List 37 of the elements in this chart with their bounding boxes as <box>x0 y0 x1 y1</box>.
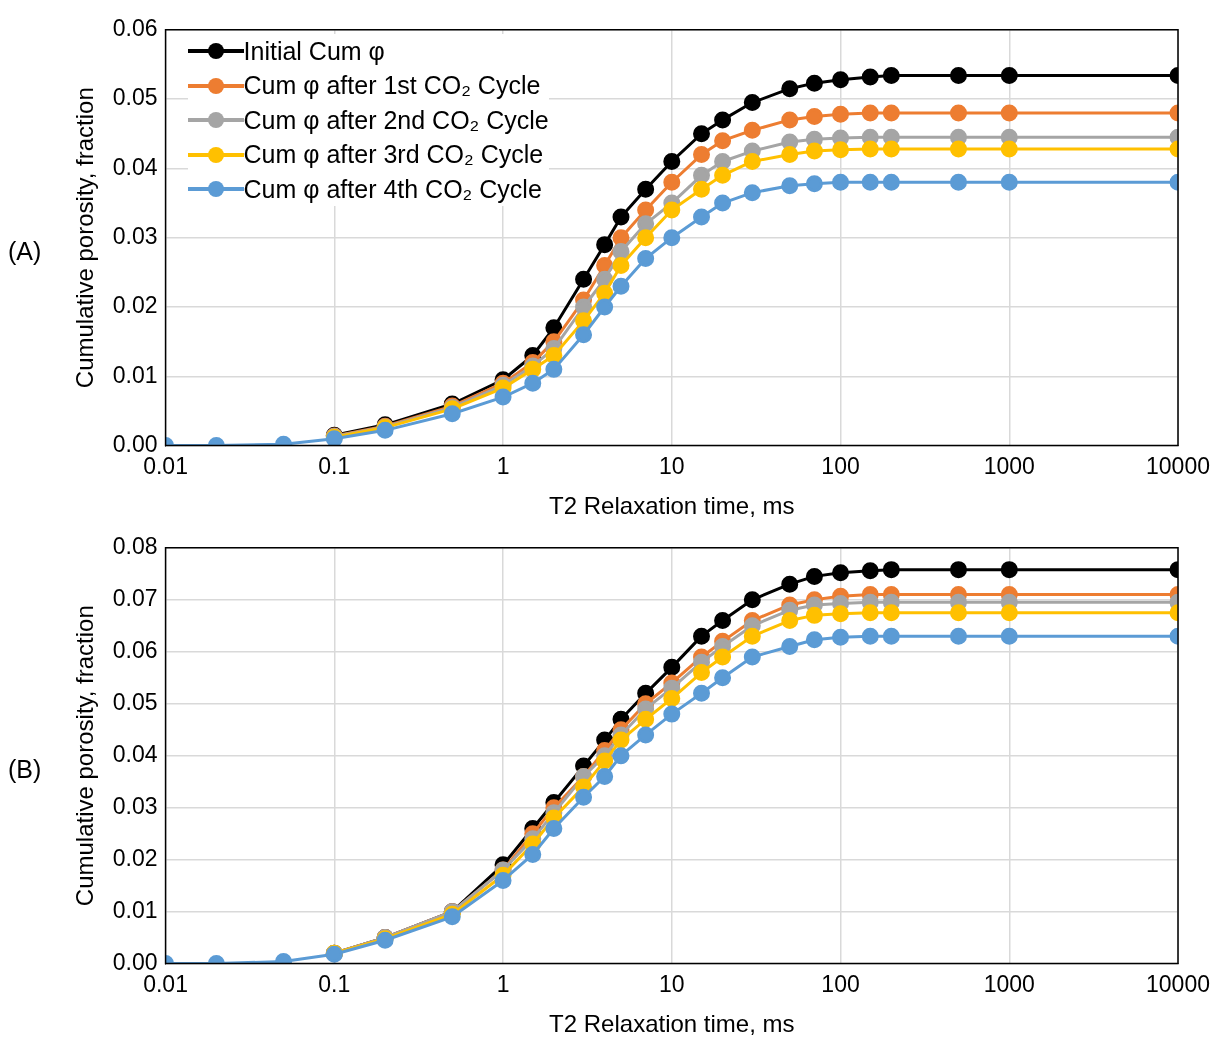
legend-label: Cum φ after 1st CO₂ Cycle <box>243 71 541 101</box>
y-tick-label: 0.04 <box>112 741 158 768</box>
y-tick-label: 0.03 <box>112 793 158 820</box>
legend-label: Cum φ after 4th CO₂ Cycle <box>243 174 542 204</box>
x-tick-label: 0.1 <box>318 970 351 997</box>
legend-label: Cum φ after 2nd CO₂ Cycle <box>243 105 549 135</box>
y-tick-label: 0.06 <box>112 15 158 42</box>
x-axis-title: T2 Relaxation time, ms <box>549 1010 795 1038</box>
x-axis-title: T2 Relaxation time, ms <box>549 492 795 520</box>
x-tick-label: 10000 <box>1146 970 1211 997</box>
y-axis-title: Cumulative porosity, fraction <box>71 87 99 389</box>
x-tick-label: 10 <box>659 452 685 479</box>
x-tick-label: 10 <box>659 970 685 997</box>
x-tick-label: 1 <box>496 452 510 479</box>
x-tick-label: 0.1 <box>318 452 351 479</box>
x-tick-label: 100 <box>821 452 860 479</box>
y-tick-label: 0.02 <box>112 844 158 871</box>
x-tick-label: 1 <box>496 970 510 997</box>
y-tick-label: 0.01 <box>112 361 158 388</box>
x-tick-label: 1000 <box>983 452 1035 479</box>
y-tick-label: 0.05 <box>112 84 158 111</box>
y-tick-label: 0.08 <box>112 533 158 560</box>
y-tick-label: 0.05 <box>112 689 158 716</box>
y-tick-label: 0.07 <box>112 585 158 612</box>
y-tick-label: 0.02 <box>112 292 158 319</box>
y-tick-label: 0.04 <box>112 153 158 180</box>
legend-label: Initial Cum φ <box>243 36 385 66</box>
text: (A) <box>8 237 42 266</box>
y-tick-label: 0.03 <box>112 223 158 250</box>
x-tick-label: 10000 <box>1146 452 1211 479</box>
text: (B) <box>8 755 42 784</box>
y-axis-title: Cumulative porosity, fraction <box>71 605 99 907</box>
y-tick-label: 0.01 <box>112 896 158 923</box>
x-tick-label: 100 <box>821 970 860 997</box>
y-tick-label: 0.06 <box>112 637 158 664</box>
legend-label: Cum φ after 3rd CO₂ Cycle <box>243 140 544 170</box>
x-tick-label: 1000 <box>983 970 1035 997</box>
